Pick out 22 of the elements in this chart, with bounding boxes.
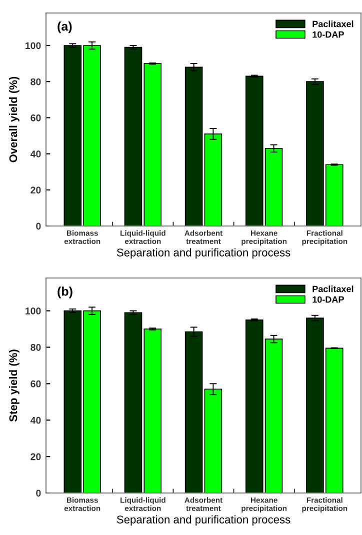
y-tick-label: 20 bbox=[30, 453, 41, 460]
y-tick-label: 0 bbox=[36, 490, 41, 497]
annotation: (a) bbox=[58, 22, 72, 34]
legend-label: 10-DAP bbox=[312, 296, 344, 303]
y-axis-title: Step yield (%) bbox=[9, 350, 20, 422]
y-tick-label: 100 bbox=[26, 42, 41, 50]
y-tick-label: 40 bbox=[30, 416, 41, 424]
y-tick-label: 80 bbox=[30, 78, 41, 86]
legend-label: 10-DAP bbox=[312, 31, 344, 38]
y-tick-label: 60 bbox=[30, 380, 41, 388]
y-axis-title: Overall yield (%) bbox=[9, 76, 20, 162]
legend-label: Paclitaxel bbox=[312, 286, 354, 292]
x-axis-title: Separation and purification process bbox=[116, 248, 290, 259]
y-tick-label: 80 bbox=[30, 344, 41, 351]
annotation: (b) bbox=[58, 286, 72, 298]
y-tick-label: 40 bbox=[30, 150, 41, 158]
y-tick-label: 20 bbox=[30, 186, 41, 194]
legend-label: Paclitaxel bbox=[312, 20, 354, 28]
y-tick-label: 0 bbox=[36, 222, 41, 230]
x-axis-title: Separation and purification process bbox=[116, 515, 290, 526]
y-tick-label: 100 bbox=[26, 308, 41, 314]
y-tick-label: 60 bbox=[30, 114, 41, 122]
